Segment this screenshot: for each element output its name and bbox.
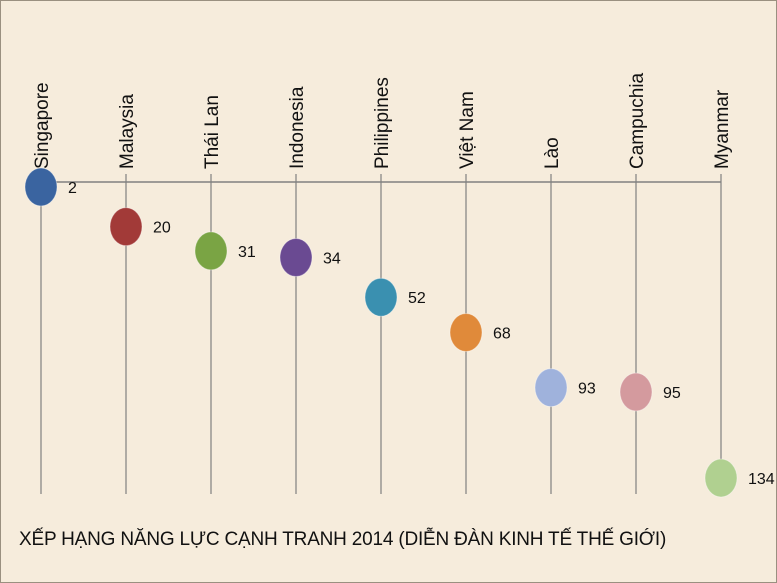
category-label-5: Philippines (372, 77, 393, 169)
value-label-8: 95 (663, 385, 681, 402)
category-labels-group: Singapore Malaysia Thái Lan Indonesia Philip… (32, 72, 733, 169)
category-label-3: Thái Lan (202, 95, 223, 169)
category-label-2: Malaysia (117, 94, 138, 169)
marker-8 (619, 372, 653, 412)
value-label-9: 134 (748, 471, 775, 488)
category-label-7: Lào (542, 137, 563, 169)
marker-1 (24, 167, 58, 207)
value-label-2: 20 (153, 220, 171, 237)
marker-5 (364, 277, 398, 317)
value-label-5: 52 (408, 290, 426, 307)
value-label-3: 31 (238, 244, 256, 261)
category-label-9: Myanmar (712, 89, 733, 169)
value-label-6: 68 (493, 326, 511, 343)
marker-2 (109, 207, 143, 247)
marker-3 (194, 231, 228, 271)
marker-9 (704, 458, 738, 498)
category-label-4: Indonesia (287, 86, 308, 169)
marker-4 (279, 238, 313, 278)
stems-group (40, 174, 722, 494)
marker-7 (534, 368, 568, 408)
value-label-4: 34 (323, 251, 341, 268)
category-label-8: Campuchia (627, 72, 648, 169)
category-label-1: Singapore (32, 82, 53, 169)
value-labels-group: 2 20 31 34 52 68 93 95 134 (68, 180, 775, 488)
markers-group (24, 167, 738, 498)
value-label-7: 93 (578, 381, 596, 398)
value-label-1: 2 (68, 180, 77, 197)
marker-6 (449, 313, 483, 352)
category-label-6: Việt Nam (457, 91, 478, 169)
chart-title: XẾP HẠNG NĂNG LỰC CẠNH TRANH 2014 (DIỄN … (19, 529, 667, 550)
